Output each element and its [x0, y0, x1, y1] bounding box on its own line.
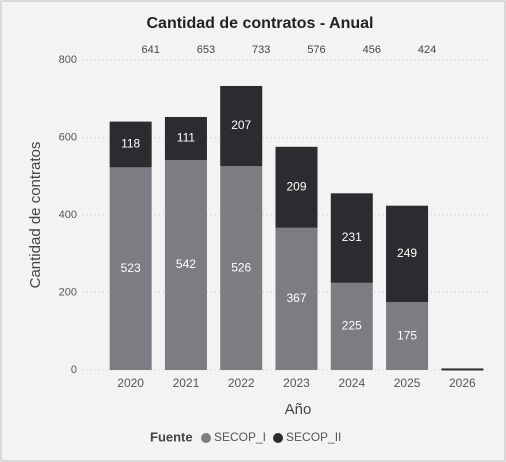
- legend-label: SECOP_II: [286, 430, 341, 444]
- data-label: 209: [286, 179, 306, 193]
- total-label: 424: [418, 44, 436, 56]
- bar-segment: [220, 85, 263, 167]
- x-tick-label: 2024: [338, 376, 365, 390]
- x-tick-label: 2022: [228, 376, 255, 390]
- bar-segment: [109, 167, 152, 370]
- total-label: 653: [197, 44, 215, 56]
- data-label: 207: [231, 118, 251, 132]
- bar-segment: [330, 193, 373, 283]
- bar-segment: [386, 302, 429, 370]
- bar-segment: [441, 368, 484, 371]
- data-label: 249: [397, 246, 417, 260]
- y-tick-label: 0: [71, 364, 77, 376]
- bar-segment: [164, 159, 207, 370]
- bar-segment: [330, 282, 373, 370]
- data-label: 231: [342, 230, 362, 244]
- bar-segment: [220, 166, 263, 370]
- legend-label: SECOP_I: [214, 430, 266, 444]
- data-label: 542: [176, 257, 196, 271]
- x-tick-label: 2026: [449, 376, 476, 390]
- y-tick-label: 800: [59, 54, 77, 66]
- bar-segment: [109, 121, 152, 168]
- data-label: 526: [231, 260, 251, 274]
- y-tick-label: 400: [59, 209, 77, 221]
- bar-segment: [275, 227, 318, 370]
- legend-marker: [201, 433, 211, 443]
- total-label: 456: [363, 44, 381, 56]
- data-label: 111: [177, 131, 196, 145]
- y-tick-label: 600: [59, 131, 77, 143]
- y-axis-label: Cantidad de contratos: [27, 142, 44, 289]
- bar-segment: [164, 116, 207, 160]
- x-tick-label: 2025: [394, 376, 421, 390]
- data-label: 175: [397, 328, 417, 342]
- x-tick-label: 2023: [283, 376, 310, 390]
- x-tick-label: 2021: [173, 376, 200, 390]
- bar-segment: [386, 205, 429, 303]
- data-label: 367: [286, 291, 306, 305]
- bar-segment: [275, 146, 318, 228]
- x-tick-label: 2020: [117, 376, 144, 390]
- chart-title: Cantidad de contratos - Anual: [147, 15, 374, 32]
- legend-marker: [273, 433, 284, 443]
- total-label: 641: [141, 44, 159, 56]
- y-tick-label: 200: [59, 286, 77, 298]
- legend-title: Fuente: [150, 429, 193, 444]
- data-label: 523: [121, 261, 141, 275]
- total-label: 576: [307, 44, 325, 56]
- data-label: 118: [121, 137, 140, 151]
- data-label: 225: [342, 319, 362, 333]
- x-axis-label: Año: [285, 401, 312, 418]
- total-label: 733: [252, 44, 270, 56]
